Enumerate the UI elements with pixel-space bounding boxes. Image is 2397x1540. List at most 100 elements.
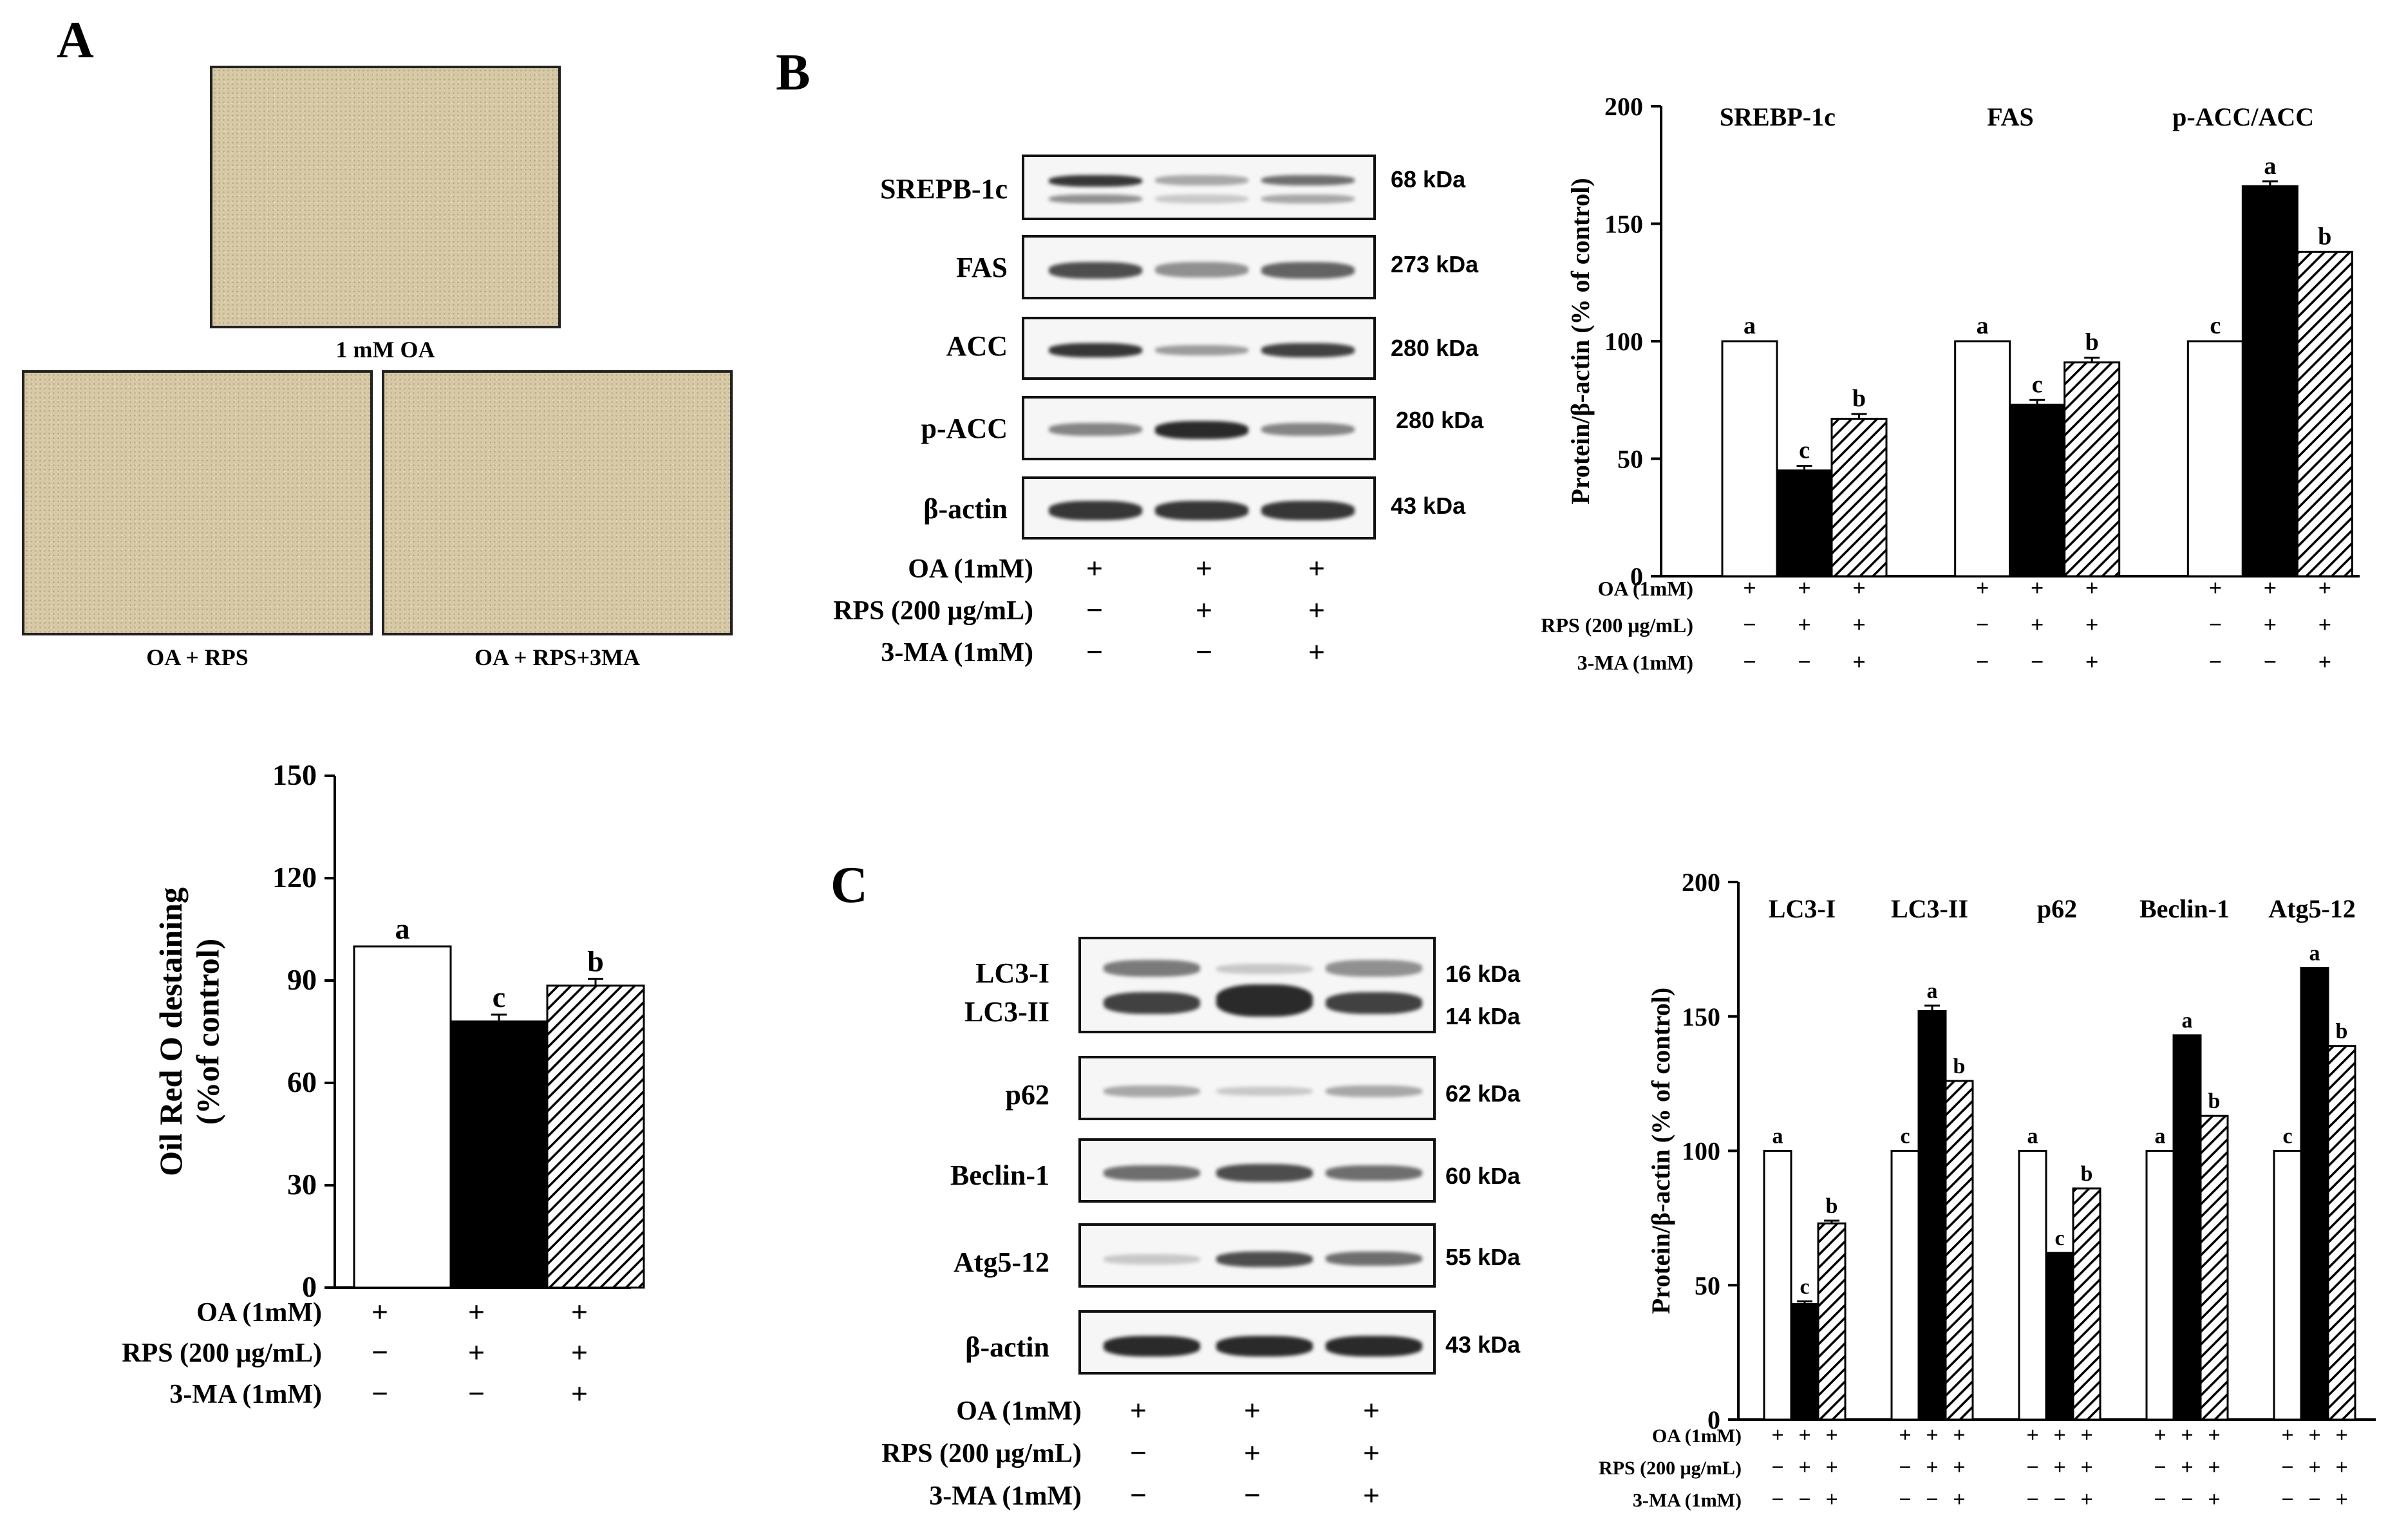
condition-sign: − — [371, 1336, 389, 1369]
significance-letter: b — [2318, 223, 2331, 250]
y-axis-label: (%of control) — [190, 939, 226, 1125]
blot-band — [1261, 423, 1355, 436]
condition-sign: + — [2264, 575, 2277, 601]
blot-band — [1104, 992, 1200, 1014]
condition-sign: + — [2264, 612, 2277, 637]
bar — [2241, 185, 2298, 578]
condition-sign: − — [2154, 1456, 2166, 1479]
bar — [353, 945, 452, 1289]
group-name: LC3-II — [1891, 894, 1968, 923]
y-axis-label: Protein/β-actin (% of control) — [1566, 178, 1595, 504]
condition-sign: + — [2080, 1423, 2092, 1447]
condition-sign: − — [371, 1377, 389, 1410]
group-name: Beclin-1 — [2139, 894, 2230, 923]
blot-strip — [1022, 396, 1376, 460]
condition-sign: + — [1926, 1423, 1938, 1447]
kda-label: 55 kDa — [1445, 1244, 1521, 1270]
blot-band — [1216, 1164, 1313, 1182]
significance-letter: a — [2264, 153, 2276, 180]
significance-letter: c — [1900, 1125, 1910, 1149]
significance-letter: b — [1953, 1055, 1966, 1078]
significance-letter: b — [587, 944, 604, 977]
condition-label: 3-MA (1mM) — [881, 638, 1033, 668]
group-name: SREBP-1c — [1720, 102, 1836, 131]
blot-strip — [1078, 1223, 1436, 1288]
blot-band — [1104, 1085, 1200, 1097]
y-tick-label: 200 — [1682, 868, 1720, 897]
bar — [449, 1020, 549, 1289]
condition-sign: + — [570, 1336, 588, 1369]
blot-band — [1261, 501, 1355, 520]
condition-sign: + — [1852, 612, 1866, 637]
bar — [1790, 1302, 1819, 1421]
blot-label: β-actin — [965, 1331, 1049, 1363]
condition-sign: + — [2053, 1456, 2065, 1479]
condition-sign: + — [1243, 1436, 1261, 1469]
bar — [2186, 340, 2244, 578]
bar — [2327, 1045, 2356, 1421]
bar — [1954, 340, 2011, 578]
micrograph-caption-oa-rps: OA + RPS — [146, 644, 249, 670]
y-axis-label: Protein/β-actin (% of control) — [1646, 988, 1675, 1314]
blot-band — [1155, 194, 1248, 203]
kda-label: 280 kDa — [1391, 335, 1479, 361]
blot-strip — [1078, 1056, 1436, 1120]
condition-sign: − — [1798, 649, 1811, 675]
condition-sign: + — [1825, 1423, 1838, 1447]
blot-band — [1261, 262, 1355, 279]
y-tick-label: 120 — [272, 861, 317, 894]
y-tick-label: 150 — [272, 758, 317, 791]
blot-band — [1326, 992, 1422, 1014]
condition-sign: + — [570, 1295, 588, 1328]
condition-sign: + — [2308, 1423, 2320, 1447]
blot-band — [1261, 343, 1355, 357]
condition-sign: + — [2208, 1488, 2220, 1512]
condition-sign: + — [2208, 1456, 2220, 1479]
significance-letter: c — [2282, 1125, 2292, 1149]
significance-letter: a — [2309, 942, 2320, 966]
condition-sign: − — [1899, 1456, 1911, 1479]
blot-strip — [1022, 476, 1376, 540]
condition-sign: + — [1825, 1488, 1838, 1512]
blot-band — [1216, 1336, 1313, 1357]
condition-label: 3-MA (1mM) — [169, 1380, 322, 1409]
condition-sign: − — [2264, 649, 2277, 675]
condition-sign: − — [2031, 649, 2044, 675]
blot-label: β-actin — [923, 493, 1008, 525]
significance-letter: a — [1927, 979, 1938, 1003]
blot-band — [1048, 262, 1142, 279]
blot-band — [1261, 175, 1355, 185]
condition-sign: + — [1362, 1436, 1380, 1469]
group-name: p62 — [2037, 894, 2077, 923]
bar — [2072, 1187, 2101, 1421]
condition-sign: + — [2080, 1456, 2092, 1479]
y-tick-label: 30 — [287, 1168, 317, 1201]
bar — [1890, 1150, 1920, 1421]
bar — [1944, 1080, 1974, 1421]
condition-label: OA (1mM) — [196, 1298, 322, 1328]
y-tick-label: 100 — [1604, 327, 1643, 356]
significance-letter: a — [395, 912, 410, 945]
condition-label: RPS (200 μg/mL) — [1599, 1458, 1742, 1479]
condition-sign: + — [1852, 575, 1866, 601]
blot-label: LC3-II — [964, 996, 1049, 1028]
bar — [1917, 1009, 1947, 1421]
significance-letter: b — [2208, 1089, 2221, 1113]
condition-sign: + — [467, 1336, 485, 1369]
significance-letter: c — [2032, 371, 2043, 398]
blot-band — [1104, 1336, 1200, 1357]
condition-sign: − — [1086, 594, 1104, 626]
blot-band — [1326, 1085, 1422, 1097]
condition-sign: + — [2335, 1423, 2347, 1447]
blot-strip — [1078, 937, 1436, 1033]
condition-sign: + — [2026, 1423, 2038, 1447]
group-name: LC3-I — [1769, 894, 1836, 923]
group-name: p-ACC/ACC — [2172, 102, 2314, 131]
significance-letter: b — [2085, 329, 2099, 356]
condition-sign: − — [1195, 635, 1213, 668]
condition-sign: + — [1362, 1479, 1380, 1512]
significance-letter: a — [2182, 1009, 2193, 1033]
significance-letter: b — [2081, 1162, 2093, 1186]
significance-letter: c — [2054, 1226, 2064, 1250]
significance-letter: a — [1744, 312, 1756, 339]
